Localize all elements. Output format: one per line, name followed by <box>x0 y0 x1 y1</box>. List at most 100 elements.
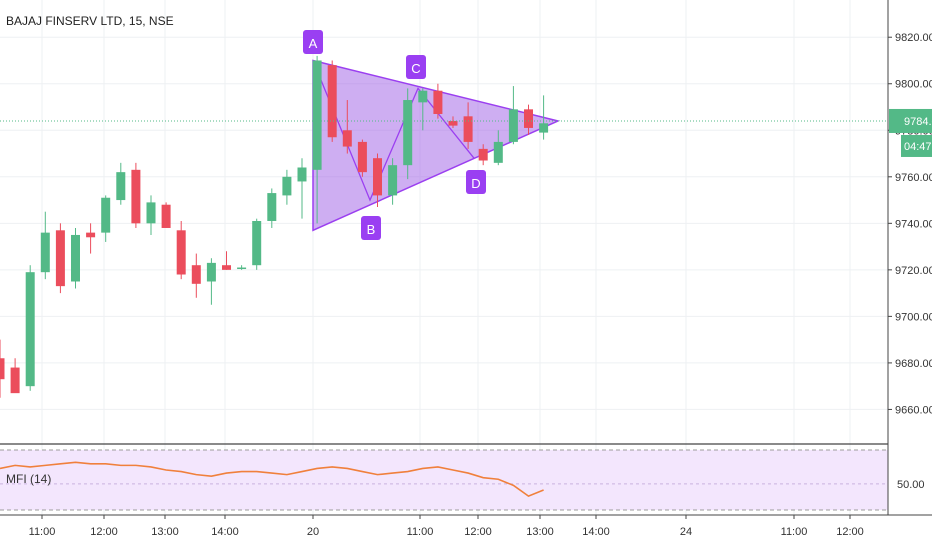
price-tick-label: 9660.00 <box>895 404 932 416</box>
candle-body <box>478 148 488 161</box>
grid <box>0 0 888 515</box>
candle <box>237 265 247 270</box>
candle-body <box>237 267 247 270</box>
candle <box>433 83 443 119</box>
candle <box>10 358 20 394</box>
candle-body <box>146 202 156 224</box>
candle-body <box>161 204 171 228</box>
countdown-badge <box>901 134 932 157</box>
candle-body <box>539 123 549 133</box>
candle-body <box>342 130 352 147</box>
candle <box>282 169 292 205</box>
candle-body <box>25 272 35 387</box>
candle <box>146 195 156 235</box>
price-axis-bg <box>888 0 932 550</box>
last-price-value: 9784.00 <box>904 116 932 128</box>
candle-body <box>493 141 503 163</box>
candle-body <box>55 230 65 287</box>
time-tick-label: 11:00 <box>407 526 434 538</box>
pattern-label-text: B <box>367 222 376 237</box>
candle-body <box>373 158 382 196</box>
candle <box>403 88 413 180</box>
candle-body <box>312 60 322 170</box>
candle-body <box>282 176 292 196</box>
candle <box>539 95 549 140</box>
candle <box>373 153 382 208</box>
time-tick-label: 14:00 <box>211 526 239 538</box>
candle <box>267 188 277 228</box>
candle-body <box>388 165 398 196</box>
pattern-label-a: A <box>303 30 323 54</box>
candle <box>116 162 126 205</box>
pattern-zigzag <box>312 60 475 202</box>
candle <box>418 88 428 131</box>
candle <box>327 60 337 142</box>
candle-body <box>252 221 262 266</box>
pattern-label-b: B <box>361 216 381 240</box>
candle <box>388 158 398 205</box>
candle <box>448 116 458 128</box>
candle-body <box>357 141 367 173</box>
candle-body <box>297 167 307 182</box>
mfi-panel <box>0 443 932 511</box>
pattern-label-text: C <box>411 61 420 76</box>
candle <box>86 223 96 254</box>
candle <box>342 100 352 154</box>
candle-body <box>10 367 20 394</box>
time-tick-label: 13:00 <box>526 526 554 538</box>
candle <box>131 162 141 228</box>
pattern-label-bg <box>406 55 426 79</box>
candle-body <box>116 172 126 201</box>
price-tick-label: 9700.00 <box>895 311 932 323</box>
price-tick-label: 9720.00 <box>895 265 932 277</box>
time-tick-label: 11:00 <box>29 526 56 538</box>
candle <box>297 158 307 219</box>
candle <box>493 130 503 166</box>
candles <box>0 55 549 398</box>
time-tick-label: 12:00 <box>836 526 864 538</box>
time-tick-label: 20 <box>307 526 319 538</box>
candle <box>357 139 367 177</box>
mfi-band <box>0 450 888 510</box>
candle-body <box>0 358 5 380</box>
pattern-label-bg <box>303 30 323 54</box>
candle-body <box>40 232 50 273</box>
pattern-label-text: D <box>471 176 480 191</box>
candle-body <box>433 90 443 114</box>
price-tick-label: 9800.00 <box>895 79 932 91</box>
candle <box>206 258 216 305</box>
chart-title: BAJAJ FINSERV LTD, 15, NSE <box>6 14 174 28</box>
candle <box>71 227 80 289</box>
candle-body <box>191 265 201 284</box>
time-tick-label: 13:00 <box>151 526 179 538</box>
time-tick-label: 24 <box>680 526 692 538</box>
candle <box>524 104 533 135</box>
candle-body <box>86 232 96 238</box>
candle-body <box>267 193 277 221</box>
candle <box>101 195 111 242</box>
candle <box>25 265 35 391</box>
candle-body <box>448 120 458 126</box>
candle <box>55 223 65 294</box>
candle-body <box>131 169 141 224</box>
candle <box>161 202 171 228</box>
candle <box>191 253 201 298</box>
candle-body <box>403 100 413 166</box>
candle-body <box>206 262 216 282</box>
price-tick-label: 9740.00 <box>895 218 932 230</box>
candle-body <box>71 234 80 282</box>
candle-body <box>418 90 428 103</box>
mfi-line <box>0 461 544 498</box>
pattern-label-d: D <box>466 170 486 194</box>
time-tick-label: 14:00 <box>582 526 610 538</box>
candle <box>463 102 473 149</box>
countdown-value: 04:47 <box>904 141 932 153</box>
last-price-badge <box>889 108 932 133</box>
candle-body <box>176 230 186 275</box>
candle-body <box>222 265 231 270</box>
time-tick-label: 12:00 <box>464 526 492 538</box>
candle <box>0 339 5 398</box>
